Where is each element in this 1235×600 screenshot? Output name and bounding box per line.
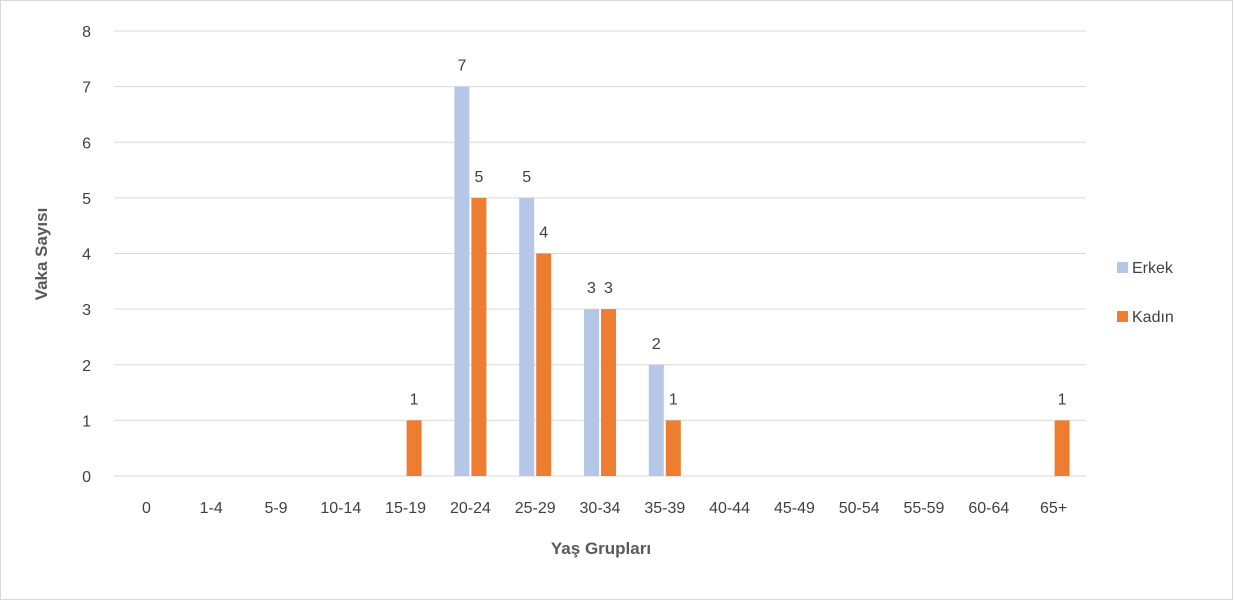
x-tick-label: 30-34 [580,500,621,517]
y-axis-title: Vaka Sayısı [32,208,51,301]
data-label: 1 [669,391,678,408]
x-tick-label: 65+ [1040,500,1067,517]
data-label: 1 [1058,391,1067,408]
y-tick-label: 5 [82,191,91,208]
x-tick-label: 60-64 [968,500,1009,517]
bar-erkek-25-29 [519,198,534,476]
y-tick-label: 8 [82,24,91,41]
data-label: 5 [474,169,483,186]
y-tick-label: 1 [82,413,91,430]
x-tick-label: 40-44 [709,500,750,517]
legend-swatch-kadın [1117,311,1128,322]
x-tick-label: 35-39 [644,500,685,517]
data-labels: 7 5 3 2 1 5 4 3 1 1 [410,58,1067,409]
bar-erkek-20-24 [454,87,469,476]
x-tick-label: 45-49 [774,500,815,517]
y-tick-label: 4 [82,247,91,264]
legend-swatch-erkek [1117,262,1128,273]
bar-kadın-20-24 [471,198,486,476]
y-tick-label: 0 [82,469,91,486]
bar-kadın-30-34 [601,309,616,476]
bar-kadın-25-29 [536,254,551,477]
x-tick-label: 20-24 [450,500,491,517]
bar-kadın-35-39 [666,420,681,476]
bar-erkek-35-39 [649,365,664,476]
y-tick-label: 6 [82,135,91,152]
x-axis-title: Yaş Grupları [551,539,651,558]
data-label: 3 [604,280,613,297]
x-tick-label: 25-29 [515,500,556,517]
legend: Erkek Kadın [1117,260,1174,326]
bar-erkek-30-34 [584,309,599,476]
legend-label-kadın: Kadın [1132,309,1174,326]
bar-kadın-15-19 [407,420,422,476]
data-label: 3 [587,280,596,297]
y-tick-label: 7 [82,80,91,97]
data-label: 2 [652,336,661,353]
x-tick-label: 10-14 [320,500,361,517]
x-tick-label: 15-19 [385,500,426,517]
x-tick-label: 50-54 [839,500,880,517]
bars [407,87,1070,476]
y-tick-label: 2 [82,358,91,375]
data-label: 7 [457,58,466,75]
data-label: 5 [522,169,531,186]
x-tick-label: 55-59 [904,500,945,517]
gridlines [114,31,1086,476]
data-label: 1 [410,391,419,408]
legend-label-erkek: Erkek [1132,260,1174,277]
x-tick-label: 0 [142,500,151,517]
x-axis-ticks: 0 1-4 5-9 10-14 15-19 20-24 25-29 30-34 35-39 40-… [142,500,1067,517]
x-tick-label: 5-9 [264,500,287,517]
bar-kadın-65+ [1055,420,1070,476]
data-label: 4 [539,225,548,242]
x-tick-label: 1-4 [200,500,223,517]
y-tick-label: 3 [82,302,91,319]
y-axis-ticks: 0 1 2 3 4 5 6 7 8 [82,24,91,486]
